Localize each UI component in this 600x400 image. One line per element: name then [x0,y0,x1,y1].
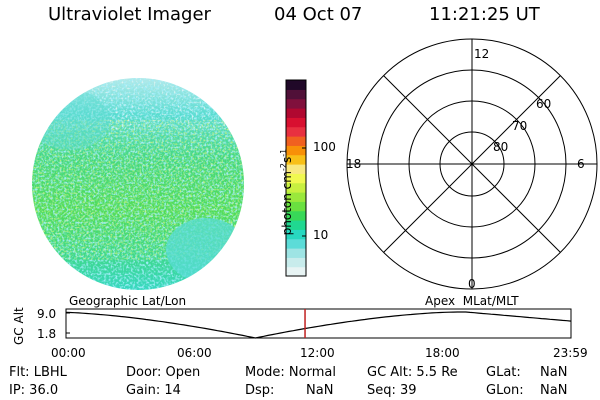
info-gain: Gain: 14 [126,383,181,398]
colorbar-segment [286,89,306,100]
colorbar-segment [286,220,306,230]
info-seq: Seq: 39 [367,383,417,398]
colorbar-segment [286,248,306,258]
info-filter: Flt: LBHL [9,365,67,380]
polar-ring-label-70: 70 [512,119,528,133]
polar-diagonal-2 [383,75,561,253]
altitude-curve [65,311,572,339]
colorbar-tick-100: 100 [313,140,336,154]
header-time: 11:21:25 UT [429,4,540,25]
polar-label-0: 0 [468,277,476,291]
colorbar-segment [286,98,306,109]
timeline-xtick-2359: 23:59 [553,346,588,360]
colorbar-segment [286,145,306,156]
polar-label-18: 18 [346,157,362,171]
timeline-frame [65,308,572,339]
info-gc-alt: GC Alt: 5.5 Re [367,365,458,380]
info-door: Door: Open [126,365,201,380]
timeline-xtick-0600: 06:00 [177,346,212,360]
colorbar-segment [286,257,306,268]
info-dsp-label: Dsp: [245,383,275,398]
colorbar-segment [286,182,306,193]
colorbar-label-exp1: -2 [279,163,288,172]
info-ip: IP: 36.0 [9,383,59,398]
colorbar-label-exp2: -1 [279,148,288,157]
colorbar-segment [286,266,306,277]
colorbar [285,79,307,277]
timeline-ytick-top: 9.0 [37,307,57,321]
app-title: Ultraviolet Imager [48,4,211,25]
colorbar-frame [285,79,307,277]
timeline-xtick-1800: 18:00 [425,346,460,360]
colorbar-segment [286,136,306,146]
info-glat-value: NaN [540,365,568,380]
colorbar-segment [286,154,306,165]
polar-label-12: 12 [474,47,490,61]
polar-plot [346,38,598,290]
colorbar-segment [286,117,306,128]
colorbar-segment [286,108,306,118]
info-glon-value: NaN [540,383,568,398]
colorbar-segment [286,192,306,202]
colorbar-label-s: s [280,156,294,164]
timeline-ytick-bottom: 1.8 [37,327,57,341]
colorbar-label: photon cm-2s-1 [268,148,294,243]
info-glat-label: GLat: [486,365,521,380]
colorbar-segment [286,238,306,249]
header-date: 04 Oct 07 [274,4,363,25]
colorbar-label-text: photon cm [280,171,294,236]
uv-earth-image [32,78,244,290]
timeline-xtick-0000: 00:00 [51,346,86,360]
timeline-left-label: Geographic Lat/Lon [69,294,187,308]
colorbar-segment [286,164,306,174]
timeline-ylabel: GC Alt [12,307,26,345]
colorbar-segment [286,210,306,221]
timeline-xtick-1200: 12:00 [300,346,335,360]
colorbar-segment [286,229,306,240]
timeline-plot [65,308,572,339]
timeline-right-label: Apex MLat/MLT [425,294,519,308]
info-dsp-value: NaN [306,383,334,398]
info-mode: Mode: Normal [245,365,336,380]
colorbar-segment [286,173,306,184]
colorbar-segment [286,80,306,90]
polar-ring-label-60: 60 [536,97,552,111]
colorbar-tick-10: 10 [313,228,329,242]
colorbar-segment [286,126,306,137]
polar-ring-label-80: 80 [493,140,509,154]
colorbar-segment [286,201,306,212]
polar-label-6: 6 [577,157,585,171]
info-glon-label: GLon: [486,383,524,398]
